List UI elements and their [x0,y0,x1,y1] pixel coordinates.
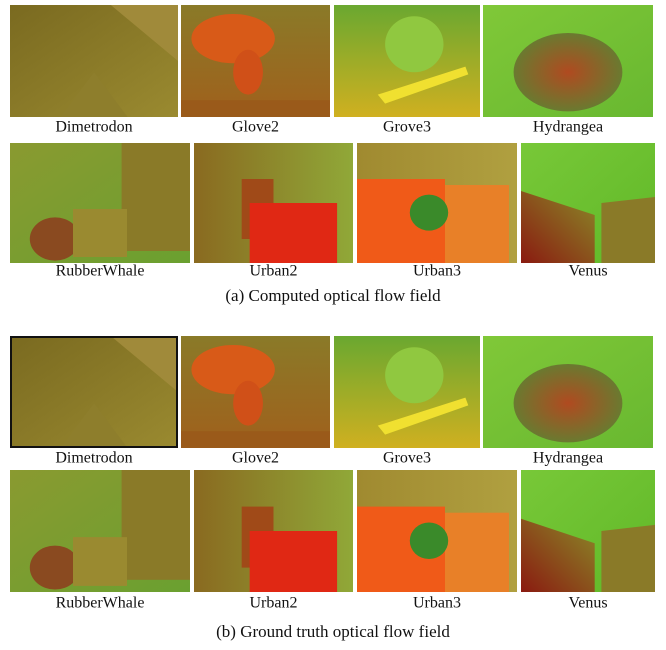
flow-image [181,5,330,117]
flow-image [334,336,480,448]
flow-image [521,470,655,592]
image-region [601,525,655,592]
image-label: Dimetrodon [55,450,132,467]
image-region [30,217,80,260]
image-region [122,470,190,580]
image-label: Urban2 [250,263,298,280]
image-label: Venus [568,263,607,280]
image-region [250,531,337,592]
image-region [73,537,127,586]
flow-image [483,5,653,117]
image-label: Hydrangea [533,450,603,467]
flow-image [10,143,190,263]
flow-image [357,470,517,592]
image-region [233,381,263,426]
flow-image [521,143,655,263]
flow-image [10,5,178,117]
image-region [181,100,330,117]
image-region [445,513,509,592]
image-label: Grove3 [383,450,431,467]
image-region [601,197,655,263]
image-label: Urban2 [250,595,298,612]
image-region [250,203,337,263]
image-region [514,33,623,111]
image-label: Grove3 [383,119,431,136]
flow-image [483,336,653,448]
image-region [410,522,448,559]
image-region [445,185,509,263]
image-label: Glove2 [232,119,279,136]
panel-caption: (a) Computed optical flow field [225,286,441,305]
image-label: Urban3 [413,595,461,612]
figure: Dimetrodon Glove2 Grove3 Hydrangea RubberWha… [0,0,666,650]
image-region [385,16,443,72]
image-region [30,546,80,590]
panel-caption: (b) Ground truth optical flow field [216,622,450,641]
image-region [233,50,263,95]
image-region [191,14,274,63]
image-region [73,209,127,257]
flow-image [10,336,178,448]
flow-image [194,470,353,592]
image-region [191,345,274,394]
image-label: RubberWhale [56,595,145,612]
flow-image [334,5,480,117]
image-label: Glove2 [232,450,279,467]
image-label: Hydrangea [533,119,603,136]
image-label: Venus [568,595,607,612]
image-region [385,347,443,403]
image-label: RubberWhale [56,263,145,280]
image-label: Urban3 [413,263,461,280]
flow-image [10,470,190,592]
flow-image [357,143,517,263]
image-label: Dimetrodon [55,119,132,136]
image-region [122,143,190,251]
image-region [410,195,448,231]
flow-image [194,143,353,263]
image-region [181,431,330,448]
image-region [514,364,623,442]
flow-image [181,336,330,448]
